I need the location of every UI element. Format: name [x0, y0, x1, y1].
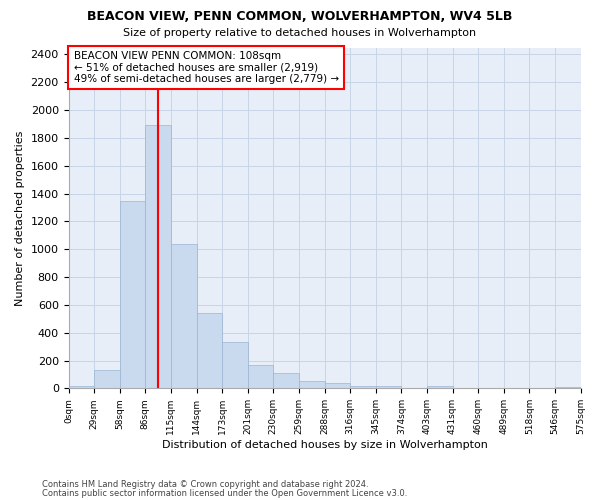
Bar: [376, 386, 401, 388]
Text: BEACON VIEW PENN COMMON: 108sqm
← 51% of detached houses are smaller (2,919)
49%: BEACON VIEW PENN COMMON: 108sqm ← 51% of…: [74, 51, 339, 84]
Bar: [145, 126, 171, 388]
Bar: [222, 342, 248, 388]
Bar: [427, 386, 452, 388]
Text: Size of property relative to detached houses in Wolverhampton: Size of property relative to detached ho…: [124, 28, 476, 38]
Text: BEACON VIEW, PENN COMMON, WOLVERHAMPTON, WV4 5LB: BEACON VIEW, PENN COMMON, WOLVERHAMPTON,…: [88, 10, 512, 23]
Bar: [94, 370, 120, 388]
Text: Contains HM Land Registry data © Crown copyright and database right 2024.: Contains HM Land Registry data © Crown c…: [42, 480, 368, 489]
Y-axis label: Number of detached properties: Number of detached properties: [15, 130, 25, 306]
Bar: [120, 200, 145, 388]
Bar: [299, 380, 325, 388]
Bar: [555, 387, 581, 388]
Bar: [350, 386, 376, 388]
Bar: [325, 384, 350, 388]
Bar: [274, 373, 299, 388]
Bar: [248, 364, 274, 388]
Text: Contains public sector information licensed under the Open Government Licence v3: Contains public sector information licen…: [42, 488, 407, 498]
Bar: [197, 313, 222, 388]
X-axis label: Distribution of detached houses by size in Wolverhampton: Distribution of detached houses by size …: [161, 440, 487, 450]
Bar: [68, 386, 94, 388]
Bar: [171, 244, 197, 388]
